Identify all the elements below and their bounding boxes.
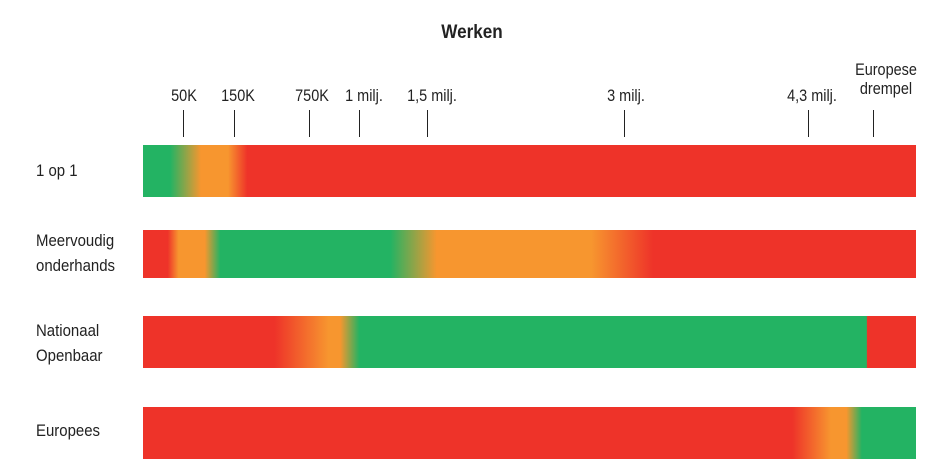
threshold-label: 150K	[221, 86, 255, 105]
row-label-meervoudig: Meervoudig onderhands	[36, 231, 116, 275]
bar-europees	[143, 407, 916, 459]
threshold-label: 1 milj.	[345, 86, 383, 105]
tick-750k	[309, 110, 310, 137]
threshold-label: 50K	[171, 86, 197, 105]
tick-1-5milj	[427, 110, 428, 137]
tick-4-3milj	[808, 110, 809, 137]
threshold-label: 1,5 milj.	[407, 86, 457, 105]
row-label-europees: Europees	[36, 421, 101, 440]
tick-50k	[183, 110, 184, 137]
tick-150k	[234, 110, 235, 137]
bar-meervoudig-onderhands	[143, 230, 916, 278]
tick-3milj	[624, 110, 625, 137]
threshold-label: 750K	[295, 86, 329, 105]
bar-nationaal-openbaar	[143, 316, 916, 368]
row-label-nationaal: Nationaal Openbaar	[36, 321, 103, 365]
bar-1op1	[143, 145, 916, 197]
threshold-label: Europese drempel	[855, 60, 917, 98]
row-label-1op1: 1 op 1	[36, 161, 78, 180]
diagram-title: Werken	[441, 22, 503, 43]
threshold-label: 3 milj.	[607, 86, 645, 105]
threshold-label: 4,3 milj.	[787, 86, 837, 105]
tick-europese-drempel	[873, 110, 874, 137]
tick-1milj	[359, 110, 360, 137]
